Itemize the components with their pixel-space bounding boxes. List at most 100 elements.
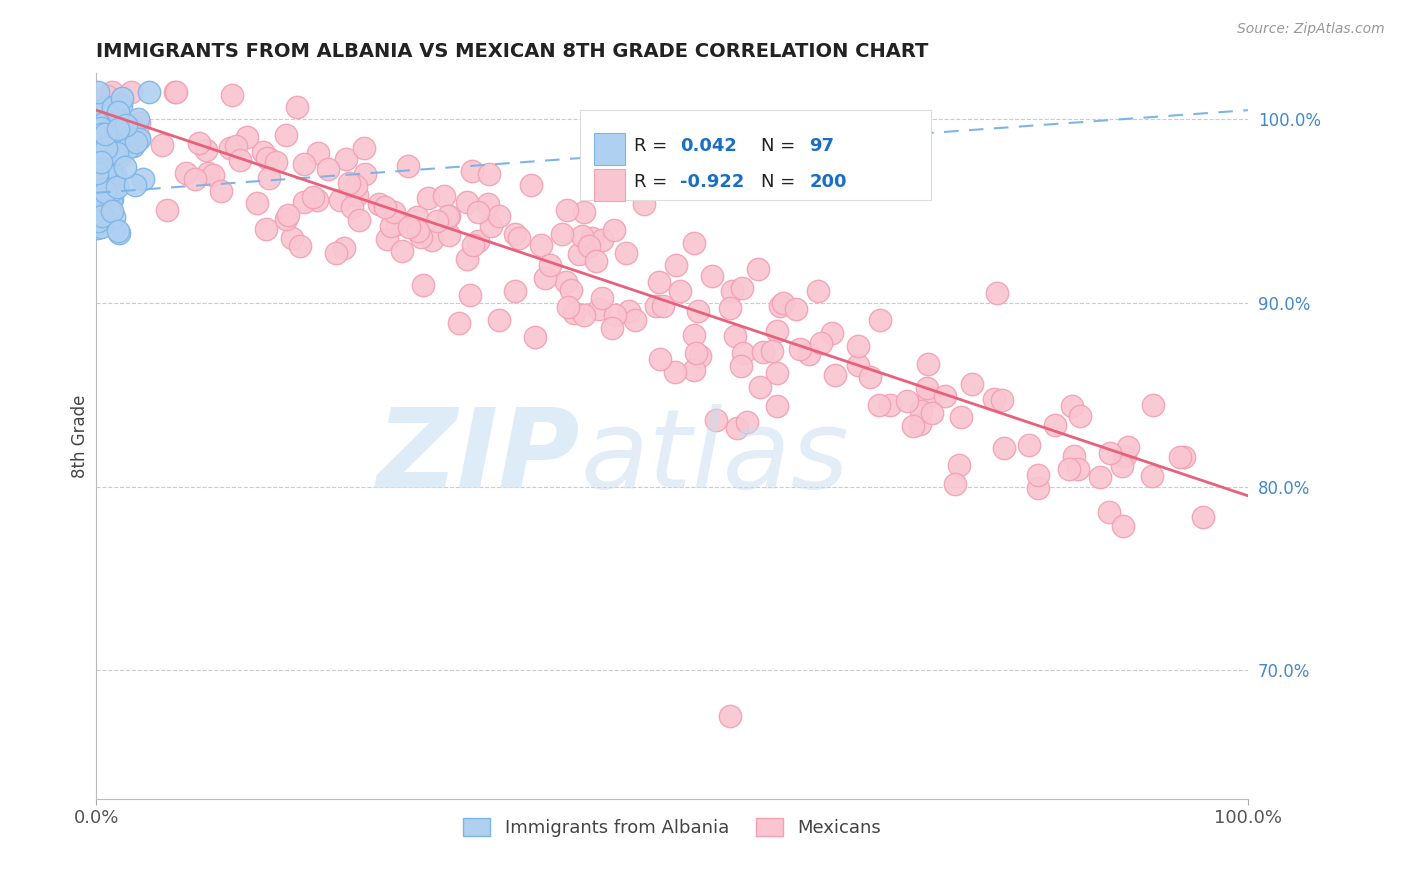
Point <box>128 115 150 129</box>
Point <box>120 85 142 99</box>
Point <box>103 100 125 114</box>
Point <box>375 232 398 246</box>
Point <box>765 324 787 338</box>
Point <box>90 137 112 152</box>
Point <box>108 149 131 163</box>
Point <box>101 184 124 198</box>
Point <box>91 175 114 189</box>
Point <box>749 379 772 393</box>
Point <box>93 182 115 196</box>
Point <box>433 189 456 203</box>
Point <box>91 152 114 166</box>
Point <box>89 193 111 207</box>
Point <box>187 136 209 150</box>
Point <box>948 458 970 473</box>
Point <box>724 329 747 343</box>
Text: N =: N = <box>761 173 801 191</box>
Point <box>619 304 641 318</box>
Point <box>96 141 118 155</box>
Point <box>1173 450 1195 465</box>
Point <box>91 161 114 175</box>
Point <box>96 149 118 163</box>
Point <box>1069 409 1091 423</box>
Point <box>396 159 419 173</box>
Point <box>101 192 124 206</box>
Point <box>156 202 179 217</box>
Point <box>86 165 108 179</box>
Point <box>86 218 108 232</box>
Point <box>986 286 1008 301</box>
Point <box>90 121 112 136</box>
Point <box>93 208 115 222</box>
Point <box>1057 462 1080 476</box>
Point <box>731 281 754 295</box>
Point <box>555 202 578 217</box>
Point <box>209 184 232 198</box>
Point <box>614 245 637 260</box>
Point <box>266 155 288 169</box>
Point <box>105 134 128 148</box>
Point <box>259 170 281 185</box>
Point <box>551 227 574 241</box>
Point <box>879 398 901 412</box>
Point <box>277 208 299 222</box>
Point <box>765 366 787 380</box>
Point <box>93 116 115 130</box>
Point <box>416 191 439 205</box>
Point <box>479 219 502 234</box>
Point <box>688 303 710 318</box>
Point <box>87 163 110 178</box>
Point <box>86 85 108 99</box>
Point <box>806 284 828 298</box>
Point <box>588 301 610 316</box>
Point <box>1112 519 1135 533</box>
Point <box>86 200 108 214</box>
Point <box>254 221 277 235</box>
Point <box>945 476 967 491</box>
Point <box>458 287 481 301</box>
Point <box>846 339 869 353</box>
Point <box>347 213 370 227</box>
Point <box>411 230 433 244</box>
Point <box>87 191 110 205</box>
Point <box>97 200 120 214</box>
Point <box>98 164 121 178</box>
Point <box>648 275 671 289</box>
Point <box>488 209 510 223</box>
Point <box>578 239 600 253</box>
Point <box>718 301 741 315</box>
Point <box>91 209 114 223</box>
Point <box>824 368 846 383</box>
Point <box>585 254 607 268</box>
Point <box>665 258 688 272</box>
Point <box>682 235 704 250</box>
Point <box>704 413 727 427</box>
Point <box>101 85 124 99</box>
Point <box>420 233 443 247</box>
Point <box>1088 470 1111 484</box>
Point <box>96 183 118 197</box>
Text: R =: R = <box>634 173 673 191</box>
Point <box>90 177 112 191</box>
Point <box>1111 459 1133 474</box>
Point <box>503 227 526 241</box>
Point <box>868 398 890 412</box>
Point <box>797 347 820 361</box>
Point <box>993 441 1015 455</box>
Point <box>218 141 240 155</box>
Point <box>624 312 647 326</box>
Point <box>93 135 115 149</box>
Point <box>101 169 124 184</box>
Point <box>94 164 117 178</box>
Point <box>246 195 269 210</box>
Text: ZIP: ZIP <box>377 404 579 511</box>
Point <box>574 308 596 322</box>
Point <box>412 277 434 292</box>
FancyBboxPatch shape <box>579 110 931 201</box>
Point <box>195 143 218 157</box>
Point <box>90 128 112 142</box>
Point <box>1018 438 1040 452</box>
Point <box>107 224 129 238</box>
Point <box>467 204 489 219</box>
Point <box>107 226 129 240</box>
